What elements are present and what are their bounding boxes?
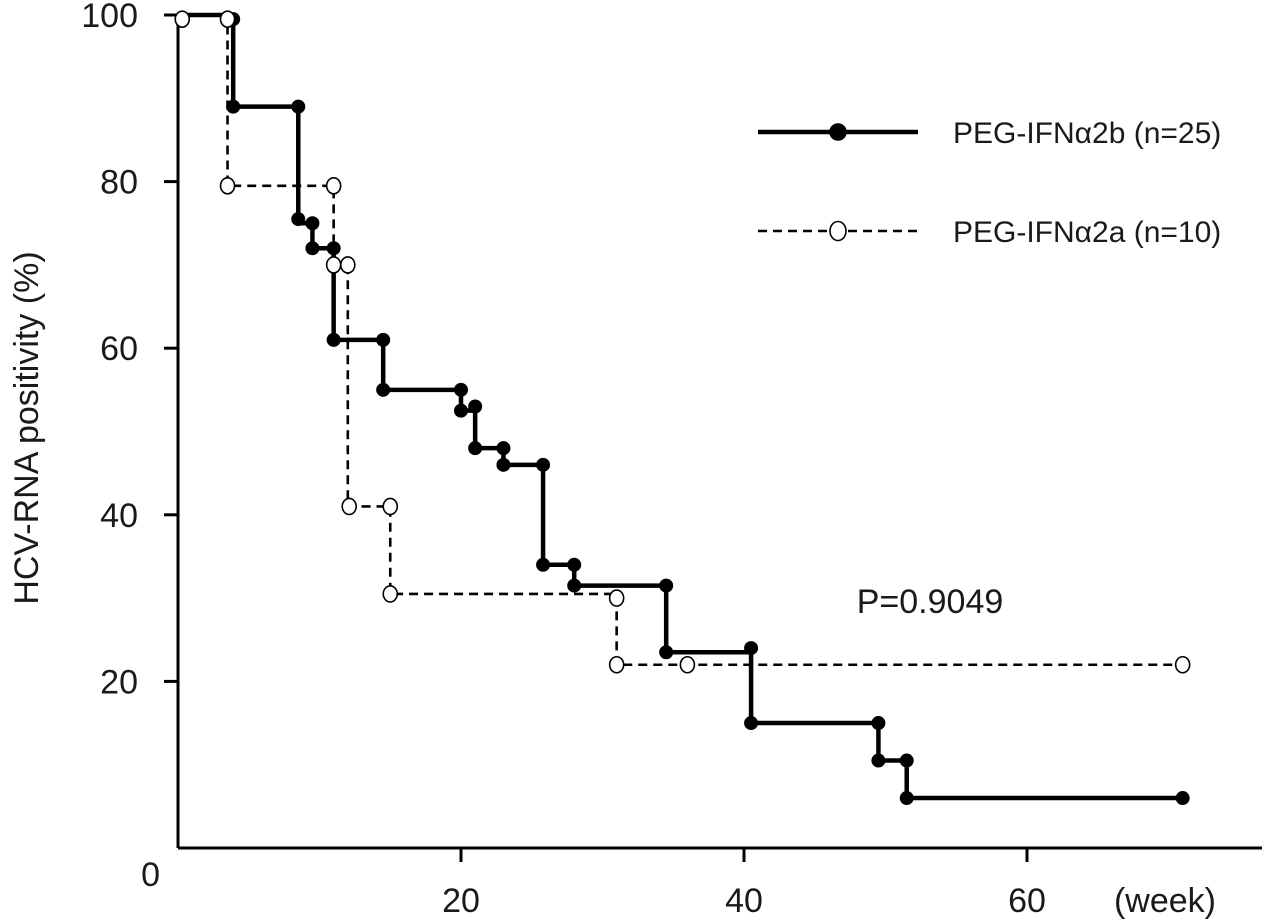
legend-item: PEG-IFNα2b (n=25)	[758, 117, 1221, 150]
data-point	[305, 216, 320, 231]
y-tick-label-20: 20	[100, 663, 138, 701]
data-point	[567, 578, 582, 593]
series-layer	[174, 10, 1191, 806]
data-point	[219, 10, 236, 28]
y-axis-title: HCV-RNA positivity (%)	[8, 251, 46, 604]
y-tick-label-80: 80	[100, 164, 138, 202]
x-tick-label-20: 20	[442, 882, 480, 920]
data-point	[376, 382, 391, 397]
series-peg-ifn-a2a	[174, 10, 1191, 674]
data-point	[567, 557, 582, 572]
data-point	[659, 578, 674, 593]
data-point	[339, 256, 356, 274]
data-point	[899, 753, 914, 768]
data-point	[536, 457, 551, 472]
series-line	[178, 13, 1183, 667]
y-tick-label-40: 40	[100, 497, 138, 535]
data-point	[496, 441, 511, 456]
data-point	[468, 399, 483, 414]
legend-label: PEG-IFNα2b (n=25)	[953, 117, 1221, 150]
legend-marker	[829, 220, 847, 242]
x-axis-unit-label: (week)	[1114, 882, 1216, 920]
data-point	[536, 557, 551, 572]
data-point	[382, 497, 399, 516]
data-point	[326, 332, 341, 347]
data-point	[291, 212, 306, 227]
data-point	[291, 99, 306, 114]
data-point	[174, 10, 191, 28]
legend-marker	[829, 123, 847, 141]
x-tick-label-40: 40	[725, 882, 763, 920]
data-point	[325, 256, 342, 274]
data-point	[1174, 655, 1191, 674]
data-point	[659, 645, 674, 660]
data-point	[899, 791, 914, 806]
data-point	[341, 497, 358, 516]
y-tick-label-0: 0	[141, 856, 160, 894]
data-point	[1175, 791, 1190, 806]
data-point	[679, 655, 696, 674]
data-point	[871, 753, 886, 768]
axes: 0 20 40 60 80 100 20 40 60	[81, 0, 1262, 920]
data-point	[496, 457, 511, 472]
data-point	[454, 382, 468, 397]
x-tick-label-60: 60	[1008, 882, 1046, 920]
data-point	[376, 332, 391, 347]
y-tick-label-100: 100	[81, 0, 138, 35]
data-point	[744, 716, 759, 731]
legend-item: PEG-IFNα2a (n=10)	[758, 216, 1221, 249]
data-point	[608, 589, 625, 607]
data-point	[325, 176, 342, 195]
data-point	[382, 585, 399, 603]
p-value-annotation: P=0.9049	[857, 583, 1004, 621]
data-point	[468, 441, 483, 456]
legend-label: PEG-IFNα2a (n=10)	[953, 216, 1221, 249]
legend: PEG-IFNα2b (n=25) PEG-IFNα2a (n=10)	[758, 117, 1221, 249]
data-point	[608, 655, 625, 674]
y-tick-label-60: 60	[100, 330, 138, 368]
data-point	[454, 403, 468, 418]
data-point	[219, 176, 236, 195]
data-point	[744, 641, 759, 656]
data-point	[305, 241, 320, 256]
data-point	[871, 716, 886, 731]
